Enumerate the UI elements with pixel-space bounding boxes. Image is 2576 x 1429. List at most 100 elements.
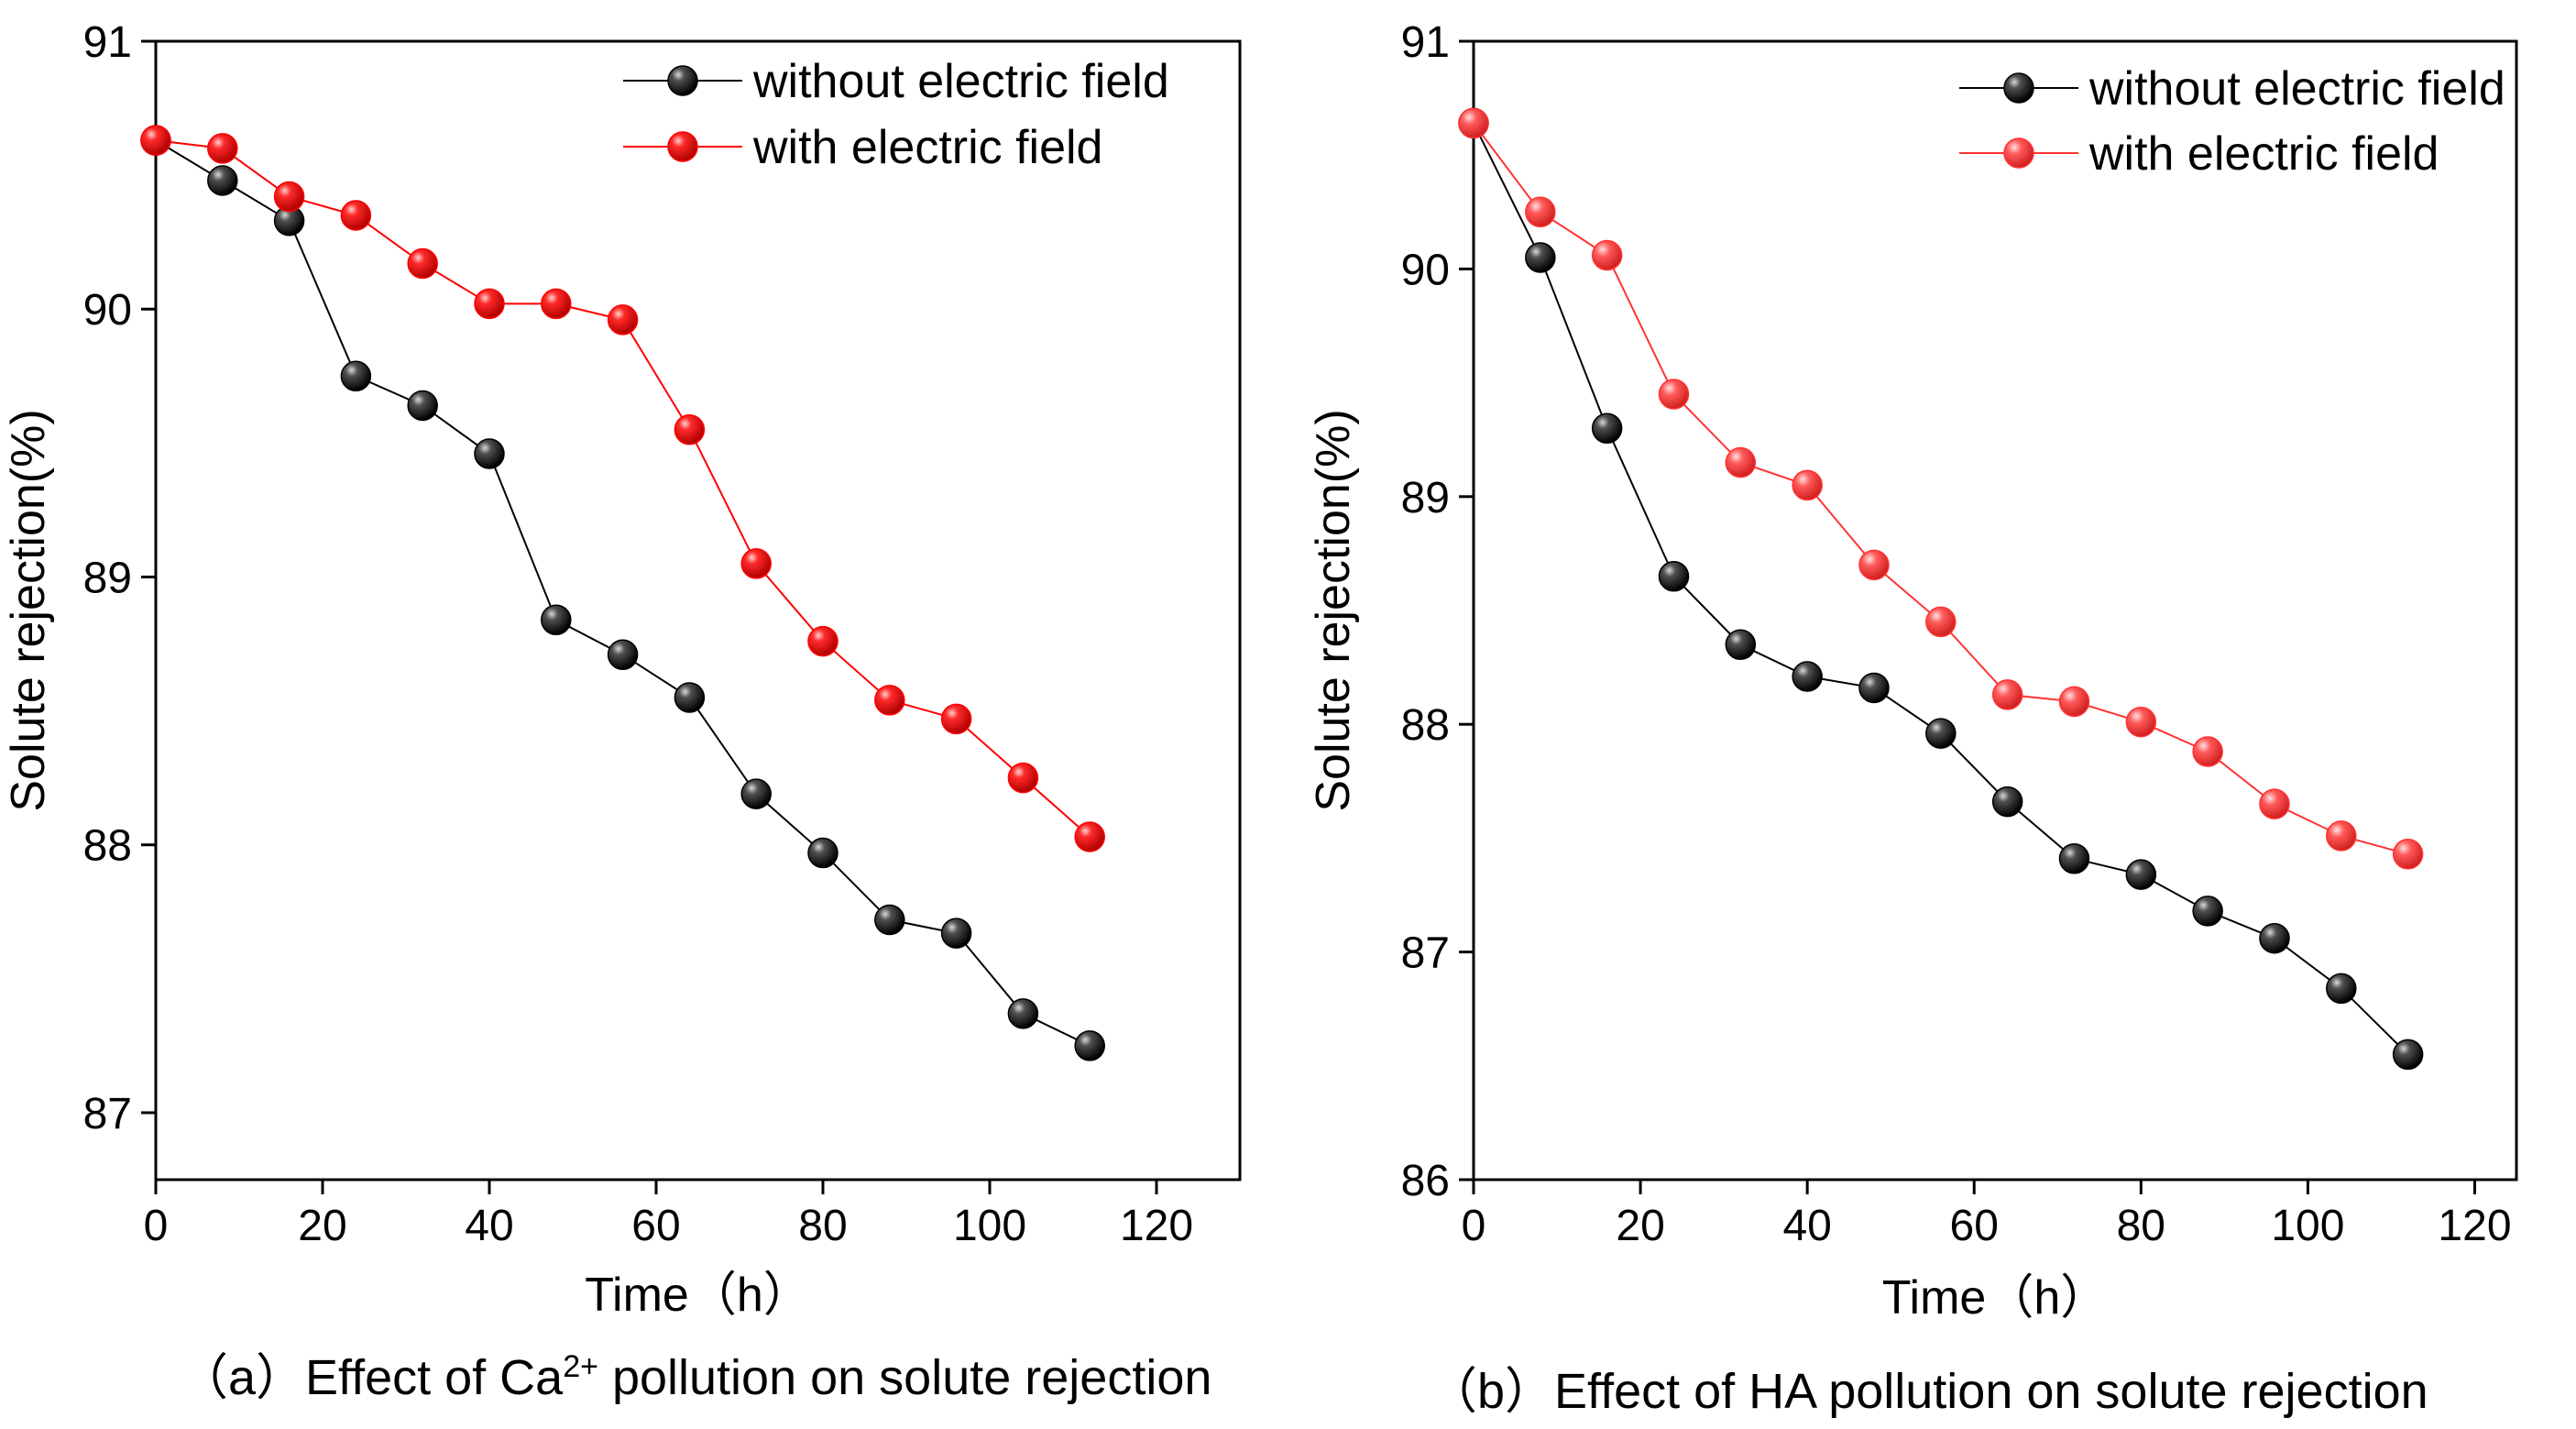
- panel-b-point-with-field: [2192, 736, 2223, 767]
- panel-a-caption-superscript: 2+: [563, 1349, 598, 1384]
- panel-b-chart: 0 20 40 60 80 100 120 86 87 88 89 90 91 Time（h） Solute…: [1307, 18, 2518, 1325]
- panel-a-point-with-field: [340, 200, 372, 231]
- panel-b-point-with-field: [2326, 820, 2357, 852]
- panel-a-point-without-field: [807, 837, 839, 869]
- panel-a-point-without-field: [1074, 1030, 1105, 1061]
- panel-b-point-with-field: [2058, 686, 2090, 718]
- panel-a-point-without-field: [874, 904, 905, 936]
- panel-b-y-tick-label: 91: [1401, 18, 1450, 67]
- panel-a-point-with-field: [474, 288, 505, 320]
- panel-a-point-without-field: [674, 682, 706, 713]
- panel-a-y-axis-label: Solute rejection(%): [2, 409, 55, 811]
- panel-b-point-with-field: [2392, 839, 2424, 870]
- panel-a-x-tick-label: 0: [144, 1202, 169, 1250]
- panel-a-point-with-field: [807, 625, 839, 657]
- panel-a-x-tick-label: 100: [953, 1202, 1026, 1250]
- panel-b-point-without-field: [1725, 629, 1757, 661]
- panel-b-point-with-field: [1725, 446, 1757, 478]
- panel-b-x-tick-label: 120: [2438, 1202, 2511, 1250]
- panel-a-point-with-field: [207, 133, 238, 164]
- panel-a-x-tick-label: 20: [298, 1202, 346, 1250]
- panel-a-point-with-field: [1007, 762, 1039, 794]
- panel-b-point-without-field: [2058, 843, 2090, 874]
- panel-a-point-without-field: [407, 390, 438, 422]
- panel-a-plot-frame: [154, 39, 1242, 1182]
- panel-b-x-tick-label: 100: [2271, 1202, 2344, 1250]
- panel-a-series-line-without-field: [155, 139, 1091, 1047]
- panel-a-x-tick-label: 120: [1120, 1202, 1193, 1250]
- panel-b-point-with-field: [2125, 706, 2157, 738]
- panel-b-point-without-field: [1858, 672, 1890, 704]
- panel-b-point-without-field: [1591, 412, 1623, 445]
- panel-a-point-with-field: [674, 413, 706, 445]
- panel-a-point-with-field: [874, 685, 905, 716]
- panel-b-point-with-field: [1858, 549, 1890, 581]
- panel-a-point-with-field: [273, 181, 305, 213]
- panel-b-x-tick-label: 80: [2117, 1202, 2165, 1250]
- panel-b-x-tick-label: 40: [1782, 1202, 1831, 1250]
- panel-a-x-axis-label: Time（h）: [585, 1269, 811, 1322]
- panel-b-point-without-field: [1792, 661, 1823, 692]
- panel-a-legend-label-with-field: with electric field: [752, 121, 1102, 174]
- panel-b-point-with-field: [1525, 196, 1556, 228]
- panel-b-point-with-field: [1591, 239, 1623, 271]
- panel-b-x-tick-label: 0: [1462, 1202, 1486, 1250]
- panel-b-point-with-field: [2259, 788, 2290, 819]
- panel-a-y-tick-label: 91: [83, 18, 132, 67]
- panel-b-x-axis-label: Time（h）: [1882, 1271, 2109, 1325]
- panel-a-point-with-field: [940, 703, 972, 735]
- panel-a-point-with-field: [541, 288, 572, 320]
- panel-b-y-tick-label: 87: [1401, 929, 1450, 978]
- panel-a-legend-marker-without-field: [667, 65, 698, 96]
- panel-a-x-tick-label: 40: [465, 1202, 513, 1250]
- panel-a-caption-suffix: pollution on solute rejection: [597, 1350, 1212, 1405]
- panel-a-point-without-field: [541, 604, 572, 635]
- panel-a-point-without-field: [940, 918, 972, 949]
- panel-b-legend-label-without-field: without electric field: [2088, 62, 2505, 115]
- panel-a-y-tick-label: 88: [83, 822, 132, 871]
- panel-b-y-tick-label: 86: [1401, 1157, 1450, 1205]
- panel-a-y-tick-label: 90: [83, 286, 132, 335]
- panel-b-point-without-field: [2392, 1039, 2424, 1071]
- panel-a-caption: （a）Effect of Ca2+ pollution on solute re…: [179, 1336, 1211, 1409]
- panel-a-x-tick-label: 60: [631, 1202, 680, 1250]
- panel-b-y-tick-label: 88: [1401, 701, 1450, 750]
- panel-b-point-without-field: [1525, 242, 1556, 273]
- panel-b-point-with-field: [1991, 679, 2023, 710]
- panel-b-point-without-field: [1925, 718, 1957, 749]
- panel-b-caption: （b）Effect of HA pollution on solute reje…: [1428, 1350, 2428, 1423]
- panel-a-point-with-field: [140, 125, 171, 156]
- panel-a-chart: 0 20 40 60 80 100 120 87 88 89 90 91 Time（h） Solute r…: [2, 18, 1242, 1322]
- panel-b-point-without-field: [2326, 973, 2357, 1005]
- panel-a-y-tick-label: 87: [83, 1090, 132, 1138]
- panel-a-point-with-field: [607, 304, 639, 335]
- panel-b-point-without-field: [1991, 786, 2023, 818]
- panel-b-x-tick-label: 20: [1616, 1202, 1664, 1250]
- panel-a-point-without-field: [740, 778, 772, 809]
- panel-b-point-without-field: [2125, 859, 2157, 890]
- panel-a-point-without-field: [1007, 998, 1039, 1029]
- panel-a-y-tick-label: 89: [83, 554, 132, 602]
- panel-a-x-tick-label: 80: [798, 1202, 847, 1250]
- panel-b-caption-text: （b）Effect of HA pollution on solute reje…: [1428, 1364, 2428, 1419]
- panel-b-plot-frame: [1472, 39, 2518, 1182]
- panel-a-legend-marker-with-field: [667, 131, 698, 162]
- panel-a-point-without-field: [207, 165, 238, 196]
- panel-a-caption-prefix: （a）Effect of Ca: [179, 1350, 564, 1405]
- panel-b-point-with-field: [1792, 469, 1823, 501]
- panel-a-point-without-field: [607, 639, 639, 670]
- panel-a-legend-label-without-field: without electric field: [752, 55, 1169, 108]
- panel-b-point-with-field: [1925, 606, 1957, 638]
- panel-a-point-with-field: [740, 548, 772, 579]
- panel-b-legend-label-with-field: with electric field: [2088, 127, 2439, 181]
- panel-a-point-with-field: [407, 247, 438, 280]
- panel-b-y-axis-label: Solute rejection(%): [1307, 409, 1360, 811]
- panel-b-y-tick-label: 90: [1401, 246, 1450, 294]
- panel-a-point-without-field: [474, 438, 505, 469]
- panel-b-legend-marker-with-field: [2003, 137, 2034, 169]
- panel-a-point-with-field: [1074, 821, 1105, 852]
- panel-b-point-without-field: [2259, 922, 2290, 954]
- panel-b-y-tick-label: 89: [1401, 474, 1450, 522]
